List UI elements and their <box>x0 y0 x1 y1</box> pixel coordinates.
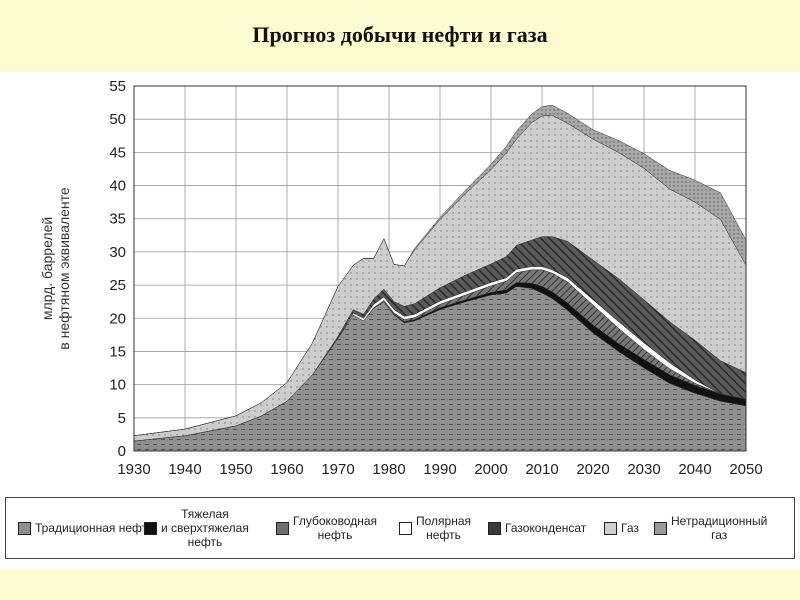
x-tick-label: 1960 <box>270 461 303 478</box>
legend-swatch <box>18 521 31 535</box>
x-tick-label: 1990 <box>423 461 456 478</box>
x-tick-label: 2040 <box>678 461 711 478</box>
y-tick-label: 20 <box>109 310 126 327</box>
y-tick-label: 40 <box>109 178 126 195</box>
y-axis-label: млрд. баррелейв нефтяном эквиваленте <box>39 187 72 350</box>
legend-item: Нетрадиционный газ <box>654 498 767 558</box>
y-tick-label: 45 <box>109 144 126 161</box>
legend-label: Тяжелая и сверхтяжелая нефть <box>161 507 249 549</box>
x-tick-label: 1980 <box>372 461 405 478</box>
legend: Традиционная нефть Тяжелая и сверхтяжелая… <box>5 497 795 559</box>
y-tick-label: 10 <box>109 377 126 394</box>
legend-label: Нетрадиционный газ <box>671 514 768 542</box>
x-tick-label: 1930 <box>117 461 150 478</box>
x-tick-label: 1970 <box>321 461 354 478</box>
legend-swatch <box>604 521 617 535</box>
y-tick-label: 30 <box>109 244 126 261</box>
x-tick-label: 2010 <box>525 461 558 478</box>
y-tick-label: 15 <box>109 343 126 360</box>
legend-item: Традиционная нефть <box>18 498 153 558</box>
legend-label: Глубоководная нефть <box>293 514 378 542</box>
page-title: Прогноз добычи нефти и газа <box>252 22 548 47</box>
y-tick-label: 50 <box>109 111 126 128</box>
legend-label: Полярная нефть <box>416 514 472 542</box>
legend-item: Тяжелая и сверхтяжелая нефть <box>144 498 249 558</box>
x-tick-label: 2030 <box>627 461 660 478</box>
legend-swatch <box>488 521 501 535</box>
legend-item: Газоконденсат <box>488 498 586 558</box>
legend-item: Глубоководная нефть <box>276 498 377 558</box>
x-tick-label: 1950 <box>219 461 252 478</box>
stacked-area-chart: 0 5 10 15 20 25 30 35 40 45 50 55 1930 1940 1950 1960 19… <box>39 78 763 478</box>
legend-label: Газоконденсат <box>505 521 587 535</box>
y-tick-label: 5 <box>118 410 126 427</box>
x-tick-label: 2020 <box>576 461 609 478</box>
x-tick-label: 2000 <box>474 461 507 478</box>
legend-label: Газ <box>621 521 639 535</box>
legend-swatch <box>144 521 157 535</box>
legend-swatch <box>276 521 289 535</box>
y-tick-label: 0 <box>118 443 126 460</box>
y-tick-label: 35 <box>109 211 126 228</box>
y-tick-label: 55 <box>109 78 126 95</box>
legend-item: Газ <box>604 498 639 558</box>
legend-swatch <box>654 521 667 535</box>
x-tick-label: 2050 <box>729 461 762 478</box>
x-tick-label: 1940 <box>168 461 201 478</box>
legend-item: Полярная нефть <box>399 498 471 558</box>
legend-swatch <box>399 521 412 535</box>
legend-label: Традиционная нефть <box>35 521 154 535</box>
y-tick-label: 25 <box>109 277 126 294</box>
plot-frame <box>133 85 747 452</box>
